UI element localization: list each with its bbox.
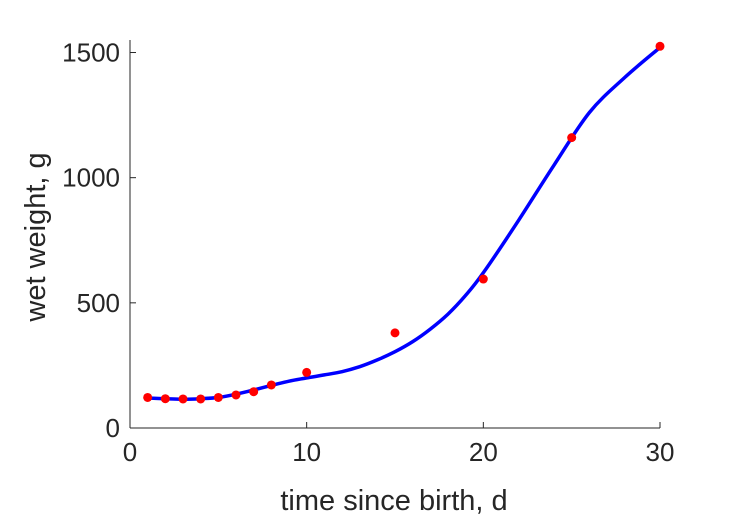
series-layer (143, 41, 665, 404)
axes (129, 40, 660, 429)
fit-line (145, 45, 662, 401)
data-point (249, 387, 259, 397)
x-tick-label: 0 (123, 437, 137, 467)
data-point (478, 274, 488, 284)
data-point (390, 328, 400, 338)
data-point (231, 390, 241, 400)
x-tick-label: 20 (469, 437, 498, 467)
data-point (160, 394, 170, 404)
y-tick-label: 0 (106, 413, 120, 443)
y-axis-label: wet weight, g (20, 152, 52, 322)
x-tick-label: 30 (646, 437, 675, 467)
data-point (143, 392, 153, 402)
data-point (196, 394, 206, 404)
x-axis-label: time since birth, d (280, 485, 507, 517)
y-tick-label: 500 (77, 288, 120, 318)
data-point (266, 380, 276, 390)
x-tick-label: 10 (292, 437, 321, 467)
data-point (567, 133, 577, 143)
data-point (302, 367, 312, 377)
y-tick-label: 1000 (62, 163, 120, 193)
data-point (178, 394, 188, 404)
ticks: 0 10 20 30 0 500 1000 1500 (62, 38, 674, 467)
data-point (655, 41, 665, 51)
y-tick-label: 1500 (62, 38, 120, 68)
data-point (213, 392, 223, 402)
